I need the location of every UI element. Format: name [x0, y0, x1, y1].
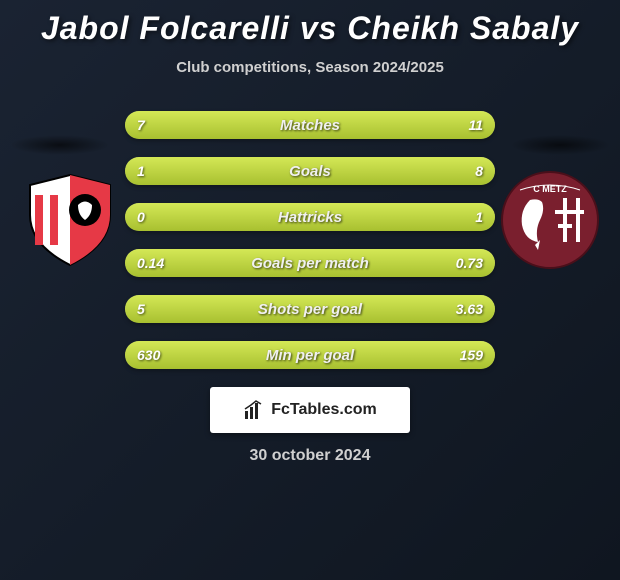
- comparison-subtitle: Club competitions, Season 2024/2025: [0, 59, 620, 76]
- stat-row: 5 3.63 Shots per goal: [125, 295, 495, 323]
- shield-icon: [20, 170, 120, 270]
- stat-fill-left: [125, 111, 269, 139]
- stat-fill-right: [421, 341, 495, 369]
- footer-brand-box: FcTables.com: [210, 387, 410, 433]
- club-logo-right: C METZ: [500, 170, 600, 270]
- footer-brand-text: FcTables.com: [271, 401, 377, 419]
- stat-row: 0.14 0.73 Goals per match: [125, 249, 495, 277]
- stat-value-right: 8: [475, 163, 483, 179]
- shadow-right: [510, 135, 610, 155]
- stats-container: 7 11 Matches 1 8 Goals 0 1 Hattricks 0.14 0.73 Goal…: [125, 111, 495, 369]
- stat-value-right: 11: [468, 117, 483, 133]
- stat-label: Min per goal: [266, 347, 354, 364]
- comparison-title: Jabol Folcarelli vs Cheikh Sabaly: [0, 0, 620, 47]
- stat-fill-left: [125, 157, 166, 185]
- stat-label: Shots per goal: [258, 301, 362, 318]
- stat-label: Hattricks: [278, 209, 342, 226]
- stat-value-left: 1: [137, 163, 145, 179]
- stat-value-left: 7: [137, 117, 145, 133]
- comparison-date: 30 october 2024: [0, 447, 620, 465]
- stat-value-right: 0.73: [456, 255, 483, 271]
- stat-row: 7 11 Matches: [125, 111, 495, 139]
- stat-value-left: 630: [137, 347, 160, 363]
- stat-row: 1 8 Goals: [125, 157, 495, 185]
- stat-label: Goals per match: [251, 255, 369, 272]
- stat-value-right: 159: [460, 347, 483, 363]
- svg-text:C METZ: C METZ: [533, 184, 567, 194]
- stat-value-right: 1: [475, 209, 483, 225]
- stat-row: 630 159 Min per goal: [125, 341, 495, 369]
- stat-label: Matches: [280, 117, 340, 134]
- chart-icon: [243, 399, 265, 421]
- stat-value-left: 0.14: [137, 255, 164, 271]
- shadow-left: [10, 135, 110, 155]
- stat-value-left: 5: [137, 301, 145, 317]
- stat-label: Goals: [289, 163, 331, 180]
- club-logo-left: [20, 170, 120, 270]
- stat-row: 0 1 Hattricks: [125, 203, 495, 231]
- stat-value-left: 0: [137, 209, 145, 225]
- stat-value-right: 3.63: [456, 301, 483, 317]
- shield-icon: C METZ: [500, 170, 600, 270]
